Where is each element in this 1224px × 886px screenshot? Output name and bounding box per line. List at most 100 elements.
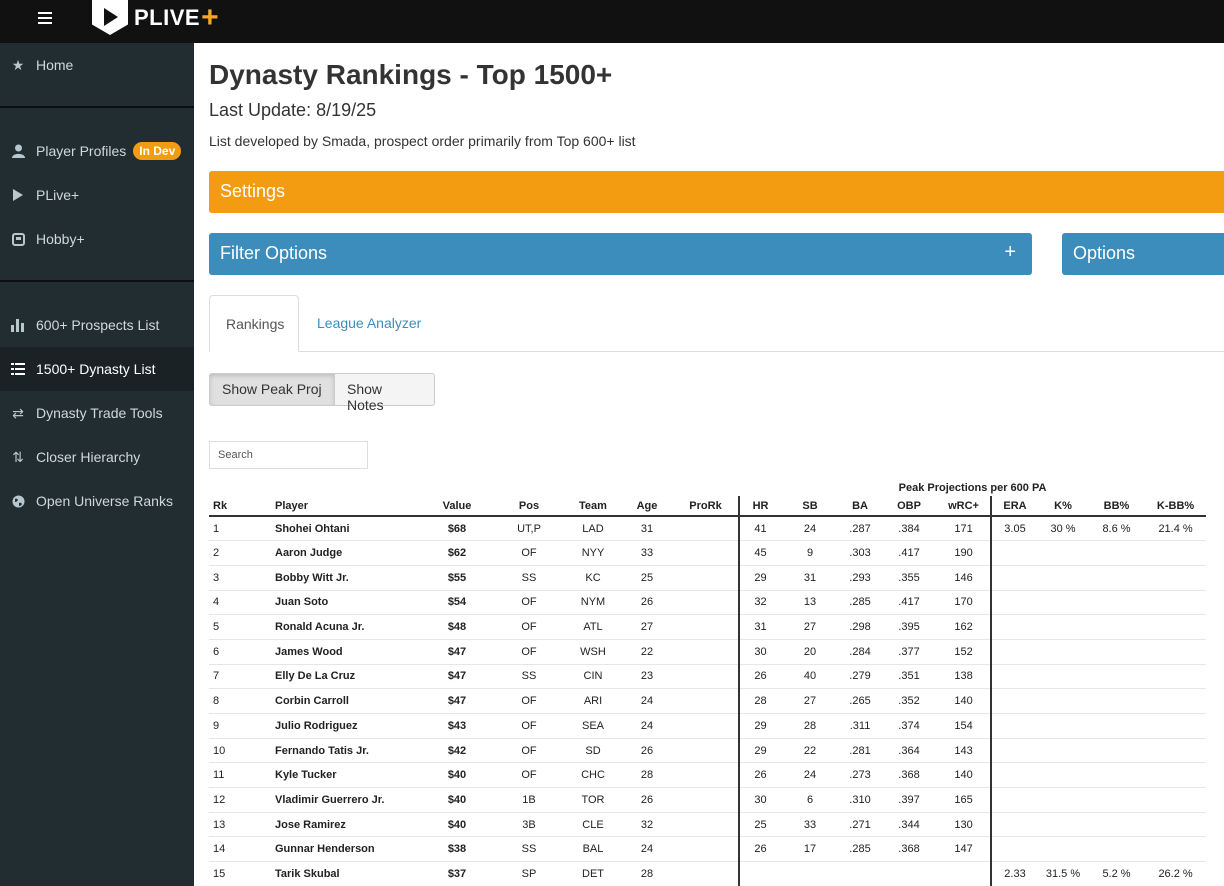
sidebar: ★ Home Player Profiles In Dev PLive+ Hob… — [0, 43, 194, 886]
sidebar-item-label: Dynasty Trade Tools — [36, 405, 163, 421]
column-header-hr[interactable]: HR — [738, 496, 782, 517]
search-input[interactable] — [209, 441, 368, 469]
cell-player[interactable]: Tarik Skubal — [271, 861, 421, 886]
column-header-pos[interactable]: Pos — [493, 496, 565, 517]
expand-plus-icon[interactable]: + — [1004, 241, 1016, 263]
sidebar-item-dynasty-list[interactable]: 1500+ Dynasty List — [0, 347, 194, 391]
cell-player[interactable]: Julio Rodriguez — [271, 713, 421, 739]
cell-age: 26 — [621, 737, 673, 763]
cell-wrc-: 130 — [937, 811, 992, 837]
sidebar-item-label: Closer Hierarchy — [36, 449, 141, 465]
sidebar-item-closer-hierarchy[interactable]: ⇅ Closer Hierarchy — [0, 435, 194, 479]
tab-rankings[interactable]: Rankings — [209, 295, 299, 352]
cell-ba: .293 — [839, 564, 882, 591]
cell-age: 24 — [621, 836, 673, 862]
cell-prork — [673, 638, 740, 665]
table-row[interactable]: 3 Bobby Witt Jr. $55 SS KC 25 29 31.293.355 146 — [209, 564, 1207, 591]
table-row[interactable]: 5 Ronald Acuna Jr. $48 OF ATL 27 31 27.298.395 1… — [209, 614, 1207, 640]
column-header-wrc-[interactable]: wRC+ — [937, 496, 992, 517]
column-header-team[interactable]: Team — [565, 496, 621, 517]
cell-player[interactable]: Bobby Witt Jr. — [271, 564, 421, 591]
column-header-bb-[interactable]: BB% — [1088, 496, 1146, 517]
column-header-k-[interactable]: K% — [1038, 496, 1089, 517]
cell-prork — [673, 762, 740, 788]
cell-rk: 7 — [209, 663, 271, 689]
table-row[interactable]: 10 Fernando Tatis Jr. $42 OF SD 26 29 22.281.36… — [209, 737, 1207, 763]
table-row[interactable]: 1 Shohei Ohtani $68 UT,P LAD 31 41 24.287.384 17… — [209, 515, 1207, 541]
column-header-rk[interactable]: Rk — [209, 496, 271, 517]
cell-era — [990, 787, 1039, 813]
column-header-age[interactable]: Age — [621, 496, 673, 517]
sidebar-item-label: Player Profiles — [36, 143, 127, 159]
cell-obp: .352 — [881, 688, 938, 714]
table-row[interactable]: 6 James Wood $47 OF WSH 22 30 20.284.377 152 — [209, 638, 1207, 665]
column-header-player[interactable]: Player — [271, 496, 421, 517]
cell-player[interactable]: Shohei Ohtani — [271, 515, 421, 541]
table-row[interactable]: 12 Vladimir Guerrero Jr. $40 1B TOR 26 30 6.310… — [209, 787, 1207, 813]
cell-sb: 22 — [781, 737, 840, 763]
sidebar-item-label: Home — [36, 57, 74, 73]
table-row[interactable]: 13 Jose Ramirez $40 3B CLE 32 25 33.271.344 130 — [209, 811, 1207, 837]
hamburger-menu-icon[interactable] — [38, 12, 52, 26]
table-row[interactable]: 9 Julio Rodriguez $43 OF SEA 24 29 28.311.374 15… — [209, 713, 1207, 739]
cell-prork — [673, 737, 740, 763]
cell-bb- — [1088, 762, 1146, 788]
column-header-ba[interactable]: BA — [839, 496, 882, 517]
cell-player[interactable]: Elly De La Cruz — [271, 663, 421, 689]
options-panel-header[interactable]: Options — [1062, 233, 1224, 275]
cell-player[interactable]: Juan Soto — [271, 589, 421, 615]
cell-ba: .281 — [839, 737, 882, 763]
cell-k- — [1038, 762, 1089, 788]
table-row[interactable]: 11 Kyle Tucker $40 OF CHC 28 26 24.273.368 140 — [209, 762, 1207, 788]
cell-pos: SS — [493, 836, 565, 862]
cell-bb- — [1088, 564, 1146, 591]
table-row[interactable]: 4 Juan Soto $54 OF NYM 26 32 13.285.417 170 — [209, 589, 1207, 615]
cell-player[interactable]: Gunnar Henderson — [271, 836, 421, 862]
cell-player[interactable]: Vladimir Guerrero Jr. — [271, 787, 421, 813]
column-header-obp[interactable]: OBP — [881, 496, 938, 517]
cell-sb: 13 — [781, 589, 840, 615]
table-row[interactable]: 7 Elly De La Cruz $47 SS CIN 23 26 40.279.351 13… — [209, 663, 1207, 689]
table-row[interactable]: 8 Corbin Carroll $47 OF ARI 24 28 27.265.352 140 — [209, 688, 1207, 714]
cell-prork — [673, 564, 740, 591]
sidebar-item-home[interactable]: ★ Home — [0, 43, 194, 87]
sidebar-item-open-universe[interactable]: Open Universe Ranks — [0, 479, 194, 523]
cell-player[interactable]: Kyle Tucker — [271, 762, 421, 788]
cell-hr: 41 — [738, 515, 782, 541]
cell-player[interactable]: Aaron Judge — [271, 540, 421, 566]
cell-player[interactable]: Fernando Tatis Jr. — [271, 737, 421, 763]
settings-panel-header[interactable]: Settings — [209, 171, 1224, 213]
column-header-sb[interactable]: SB — [781, 496, 840, 517]
filter-options-panel-header[interactable]: Filter Options + — [209, 233, 1032, 275]
sidebar-item-plive-plus[interactable]: PLive+ — [0, 173, 194, 217]
cell-player[interactable]: Jose Ramirez — [271, 811, 421, 837]
show-notes-button[interactable]: Show Notes — [334, 373, 435, 413]
table-row[interactable]: 2 Aaron Judge $62 OF NYY 33 45 9.303.417 190 — [209, 540, 1207, 566]
cell-bb- — [1088, 713, 1146, 739]
column-header-k-bb-[interactable]: K-BB% — [1145, 496, 1207, 517]
options-label: Options — [1073, 243, 1136, 263]
cell-value: $42 — [421, 737, 493, 763]
column-header-era[interactable]: ERA — [990, 496, 1039, 517]
cell-bb- — [1088, 638, 1146, 665]
cell-prork — [673, 614, 740, 640]
sidebar-item-label: Hobby+ — [36, 231, 85, 247]
sidebar-item-player-profiles[interactable]: Player Profiles In Dev — [0, 129, 194, 173]
cell-wrc-: 138 — [937, 663, 992, 689]
table-row[interactable]: 14 Gunnar Henderson $38 SS BAL 24 26 17.285.368… — [209, 836, 1207, 862]
cell-player[interactable]: James Wood — [271, 638, 421, 665]
sidebar-item-trade-tools[interactable]: ⇄ Dynasty Trade Tools — [0, 391, 194, 435]
cell-player[interactable]: Corbin Carroll — [271, 688, 421, 714]
cell-age: 33 — [621, 540, 673, 566]
show-peak-proj-button[interactable]: Show Peak Proj — [209, 373, 335, 406]
sidebar-item-hobby-plus[interactable]: Hobby+ — [0, 217, 194, 261]
table-row[interactable]: 15 Tarik Skubal $37 SP DET 28 2.33 31.5 % 5.2 % 2… — [209, 861, 1207, 886]
plive-logo[interactable]: PLIVE + — [92, 0, 219, 35]
sidebar-item-prospects-list[interactable]: 600+ Prospects List — [0, 303, 194, 347]
tab-league-analyzer[interactable]: League Analyzer — [317, 315, 422, 331]
cell-team: WSH — [565, 638, 621, 665]
sidebar-divider — [0, 280, 194, 282]
column-header-prork[interactable]: ProRk — [673, 496, 740, 517]
cell-player[interactable]: Ronald Acuna Jr. — [271, 614, 421, 640]
column-header-value[interactable]: Value — [421, 496, 493, 517]
